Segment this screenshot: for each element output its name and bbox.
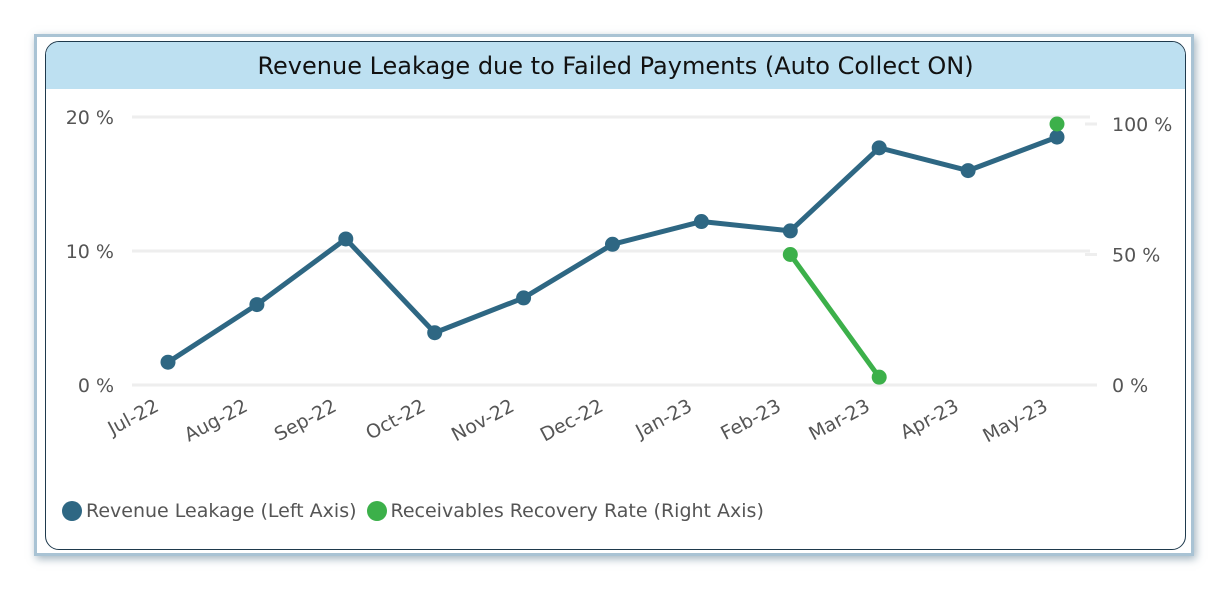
data-point — [338, 231, 354, 247]
x-axis-tick-label: Nov-22 — [448, 395, 518, 446]
legend-marker — [366, 501, 387, 521]
chart-title: Revenue Leakage due to Failed Payments (… — [257, 51, 974, 80]
data-point — [782, 223, 798, 239]
right-axis-tick-label: 100 % — [1112, 114, 1172, 136]
legend-item: Receivables Recovery Rate (Right Axis) — [366, 500, 764, 522]
x-axis-tick-label: Aug-22 — [181, 395, 251, 446]
right-axis-tick-label: 50 % — [1112, 245, 1160, 267]
data-point — [516, 290, 532, 306]
x-axis-tick-label: Feb-23 — [717, 395, 784, 445]
data-point — [249, 297, 265, 313]
data-point — [1049, 129, 1065, 145]
x-axis-tick-label: Jul-22 — [103, 395, 162, 440]
legend-item: Revenue Leakage (Left Axis) — [62, 500, 357, 522]
x-axis-tick-label: Dec-22 — [537, 395, 607, 446]
data-point — [871, 369, 887, 385]
left-axis-tick-label: 10 % — [66, 241, 114, 263]
legend: Revenue Leakage (Left Axis) Receivables R… — [62, 500, 774, 522]
x-axis-tick-label: Oct-22 — [362, 395, 429, 444]
data-point — [871, 140, 887, 156]
data-point — [960, 163, 976, 179]
x-axis-tick-label: Mar-23 — [805, 395, 873, 445]
left-axis-tick-label: 20 % — [66, 107, 114, 129]
chart-card: Revenue Leakage due to Failed Payments (… — [45, 41, 1186, 550]
x-axis-tick-label: Jan-23 — [631, 395, 695, 443]
right-axis-tick-label: 0 % — [1112, 375, 1148, 397]
x-axis-tick-label: Apr-23 — [897, 395, 963, 444]
left-axis-tick-label: 0 % — [78, 375, 114, 397]
data-point — [605, 236, 620, 252]
data-point — [427, 325, 443, 341]
legend-label: Revenue Leakage (Left Axis) — [86, 500, 357, 522]
data-point — [1049, 116, 1065, 132]
data-point — [693, 214, 709, 230]
data-point — [160, 354, 176, 370]
legend-marker — [62, 501, 82, 521]
legend-label: Receivables Recovery Rate (Right Axis) — [390, 500, 764, 522]
x-axis-tick-label: May-23 — [979, 395, 1051, 447]
series-line-2 — [787, 252, 882, 380]
x-axis-tick-label: Sep-22 — [271, 395, 340, 446]
data-point — [782, 247, 798, 262]
title-bar: Revenue Leakage due to Failed Payments (… — [46, 42, 1185, 89]
